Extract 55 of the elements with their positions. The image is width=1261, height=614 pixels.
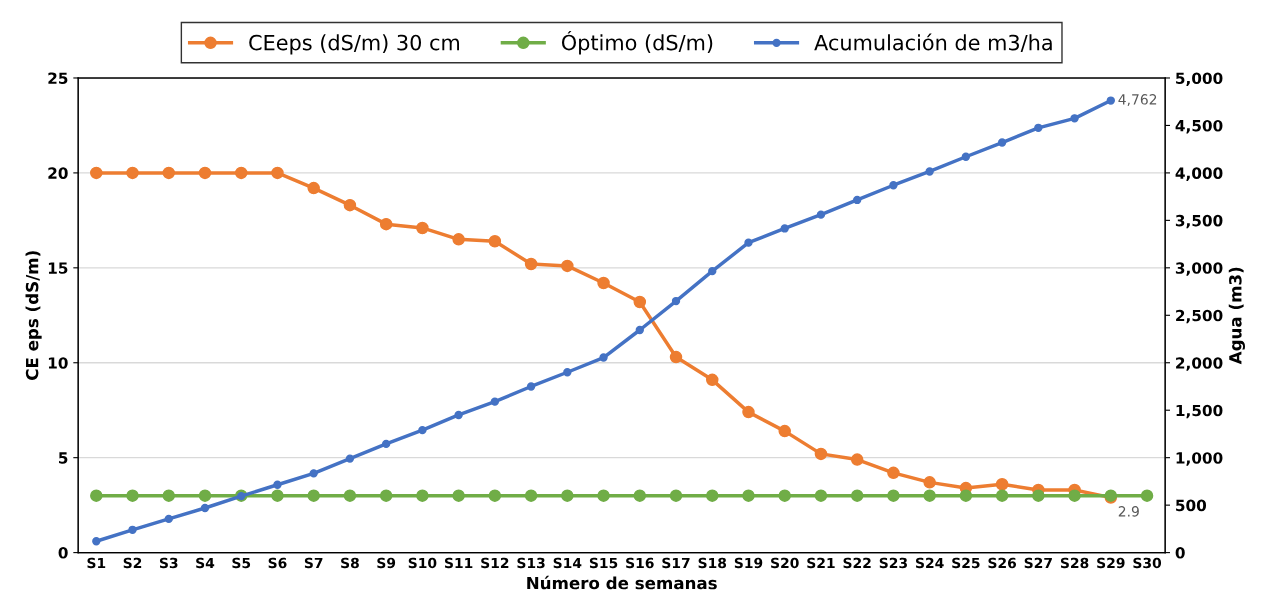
x-tick-label: S9 [377,557,396,569]
x-tick-label: S29 [1097,557,1125,569]
y2-tick-label: 4,000 [1175,167,1223,181]
x-tick-label: S21 [807,557,835,569]
x-tick-label: S3 [159,557,178,569]
x-tick-label: S10 [408,557,437,569]
x-tick-label: S28 [1060,557,1089,569]
x-tick-label: S1 [87,557,106,569]
x-tick-label: S14 [553,557,582,569]
y2-tick-label: 1,500 [1176,404,1223,419]
data-label: 4,762 [1118,94,1157,107]
x-tick-label: S16 [626,557,654,569]
y-tick-label: 5 [59,452,68,464]
x-tick-label: S20 [771,557,799,569]
data-label: 2.9 [1118,506,1139,517]
legend-label: Óptimo (dS/m) [561,30,713,55]
x-tick-label: S2 [123,557,142,569]
x-tick-label: S13 [517,557,545,569]
y-tick-label: 0 [58,547,68,559]
x-tick-label: S7 [304,557,323,569]
x-tick-label: S6 [268,557,287,569]
x-tick-label: S23 [879,557,907,569]
y2-tick-label: 2,500 [1176,309,1223,324]
y2-tick-label: 2,000 [1176,357,1223,371]
x-tick-label: S17 [662,557,690,569]
x-tick-label: S25 [952,557,980,569]
x-tick-label: S8 [341,557,359,569]
y2-tick-label: 0 [1175,547,1185,559]
x-axis-title: Número de semanas [527,575,717,590]
x-tick-label: S4 [196,557,215,569]
x-tick-label: S27 [1024,557,1052,569]
legend-label: Acumulación de m3/ha [814,33,1052,53]
y-tick-label: 20 [48,167,68,179]
y2-tick-label: 500 [1176,499,1207,512]
x-tick-label: S15 [589,557,618,569]
y-tick-label: 15 [48,262,68,274]
y2-tick-label: 1,000 [1176,452,1223,466]
x-tick-label: S24 [915,557,944,569]
x-tick-label: S26 [988,557,1017,569]
y-tick-label: 10 [48,357,68,369]
y2-axis-title: Agua (m3) [1228,267,1246,365]
y-tick-label: 25 [48,72,68,84]
x-tick-label: S30 [1133,557,1162,569]
y2-tick-label: 3,000 [1175,262,1223,276]
y2-tick-label: 4,500 [1175,119,1223,134]
y-axis-title: CE eps (dS/m) [25,251,42,380]
x-tick-label: S19 [734,557,763,569]
x-tick-label: S18 [698,557,727,569]
x-tick-label: S22 [843,557,871,569]
y2-tick-label: 5,000 [1176,72,1223,86]
x-tick-label: S12 [481,557,509,569]
y2-tick-label: 3,500 [1175,214,1223,229]
x-tick-label: S5 [232,557,251,569]
x-tick-label: S11 [444,557,473,569]
legend-label: CEeps (dS/m) 30 cm [249,34,460,55]
